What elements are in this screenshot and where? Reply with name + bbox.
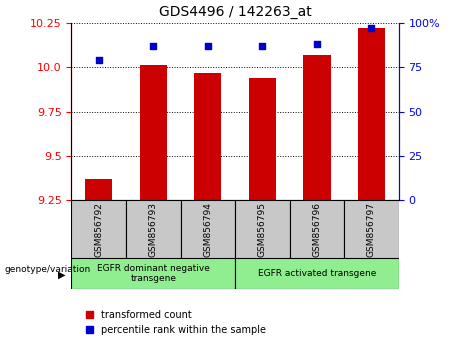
- Text: GSM856794: GSM856794: [203, 202, 213, 257]
- Bar: [71, 200, 126, 258]
- Text: EGFR dominant negative
transgene: EGFR dominant negative transgene: [97, 264, 210, 283]
- Bar: [85, 179, 112, 200]
- Text: GSM856793: GSM856793: [149, 202, 158, 257]
- Point: [204, 43, 212, 49]
- Bar: [235, 200, 290, 258]
- Text: EGFR activated transgene: EGFR activated transgene: [258, 269, 376, 278]
- Point: [149, 43, 157, 49]
- Text: GSM856797: GSM856797: [367, 202, 376, 257]
- Text: genotype/variation: genotype/variation: [5, 266, 91, 274]
- Point: [368, 25, 375, 31]
- Text: GSM856792: GSM856792: [94, 202, 103, 257]
- Text: ▶: ▶: [58, 270, 65, 280]
- Bar: [126, 200, 181, 258]
- Bar: [140, 65, 167, 200]
- Legend: transformed count, percentile rank within the sample: transformed count, percentile rank withi…: [86, 310, 266, 335]
- Bar: [194, 73, 221, 200]
- Text: GSM856795: GSM856795: [258, 202, 267, 257]
- Point: [259, 43, 266, 49]
- Bar: [181, 200, 235, 258]
- Bar: [358, 28, 385, 200]
- Title: GDS4496 / 142263_at: GDS4496 / 142263_at: [159, 5, 312, 19]
- Bar: [71, 258, 235, 289]
- Point: [313, 41, 321, 47]
- Bar: [303, 55, 331, 200]
- Bar: [344, 200, 399, 258]
- Bar: [249, 78, 276, 200]
- Point: [95, 57, 102, 63]
- Text: GSM856796: GSM856796: [313, 202, 321, 257]
- Bar: [290, 200, 344, 258]
- Bar: [235, 258, 399, 289]
